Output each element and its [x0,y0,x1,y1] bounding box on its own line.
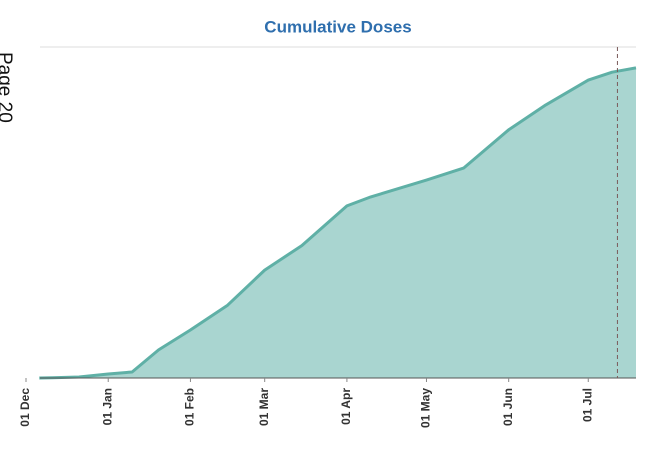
page-label: Page 20 [0,52,15,123]
x-tick-label: 01 May [419,388,433,428]
x-tick-label: 01 Jan [100,388,114,425]
x-tick-label: 01 Feb [183,388,197,426]
x-tick-label: 01 Dec [18,388,32,427]
area [39,67,637,379]
x-tick-label: 01 Mar [257,388,271,426]
chart-title: Cumulative Doses [264,17,411,36]
line [39,66,637,380]
x-tick-label: 01 Apr [339,388,353,425]
x-tick-label: 01 Jul [580,388,594,422]
x-tick-label: 01 Jun [501,388,515,426]
